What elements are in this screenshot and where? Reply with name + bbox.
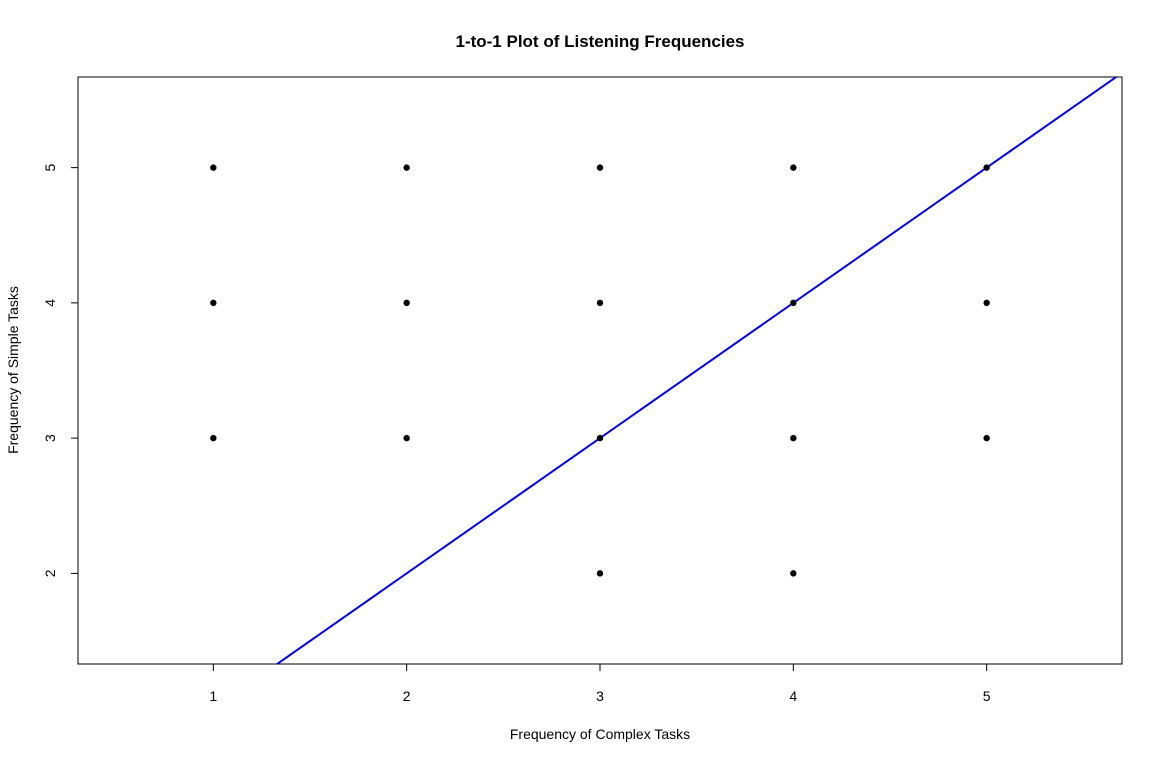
data-point bbox=[596, 434, 604, 442]
y-tick-label: 5 bbox=[42, 164, 58, 172]
data-point bbox=[790, 570, 797, 577]
reference-line bbox=[275, 77, 1118, 664]
data-point bbox=[403, 434, 410, 442]
chart-title: 1-to-1 Plot of Listening Frequencies bbox=[455, 32, 744, 51]
data-point bbox=[790, 434, 797, 442]
data-point bbox=[983, 164, 990, 171]
x-tick-label: 5 bbox=[983, 688, 991, 704]
data-point bbox=[596, 570, 604, 577]
data-point bbox=[210, 299, 217, 307]
y-axis: 2 3 4 5 bbox=[42, 164, 78, 577]
x-tick-label: 3 bbox=[596, 688, 604, 704]
data-points bbox=[210, 164, 990, 577]
data-point bbox=[403, 164, 410, 171]
x-tick-label: 4 bbox=[789, 688, 797, 704]
data-point bbox=[210, 434, 217, 442]
data-point bbox=[983, 434, 990, 442]
x-axis: 1 2 3 4 5 bbox=[209, 664, 991, 704]
y-tick-label: 4 bbox=[42, 299, 58, 307]
x-tick-label: 1 bbox=[209, 688, 217, 704]
data-point bbox=[403, 299, 410, 307]
y-tick-label: 2 bbox=[42, 569, 58, 577]
x-axis-label: Frequency of Complex Tasks bbox=[510, 726, 690, 742]
data-point bbox=[983, 299, 990, 307]
data-point bbox=[790, 164, 797, 171]
y-tick-label: 3 bbox=[42, 434, 58, 442]
y-axis-label: Frequency of Simple Tasks bbox=[5, 286, 21, 454]
data-point bbox=[790, 299, 797, 307]
x-tick-label: 2 bbox=[403, 688, 411, 704]
data-point bbox=[596, 299, 604, 307]
data-point bbox=[210, 164, 217, 171]
data-point bbox=[596, 164, 604, 171]
reference-line-group bbox=[275, 77, 1118, 664]
